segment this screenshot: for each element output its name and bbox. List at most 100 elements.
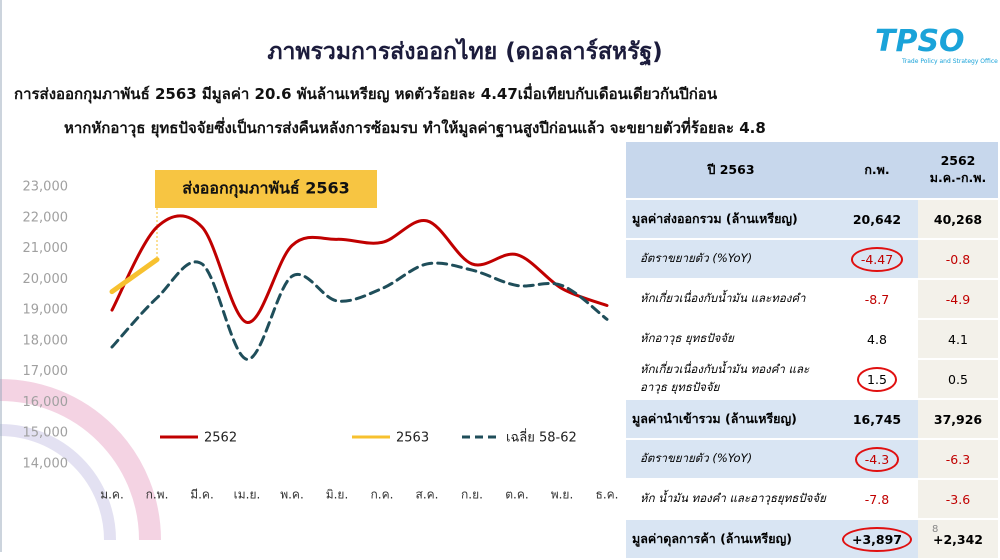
x-tick-label: ต.ค.: [505, 488, 528, 502]
chart: 14,000 15,000 16,000 17,000 18,000 19,000 20,0…: [0, 0, 619, 552]
x-tick-label: พ.ย.: [551, 488, 574, 502]
cell-text: 4.1: [948, 331, 968, 347]
x-tick-label: มิ.ย.: [326, 488, 349, 502]
cell-text: -4.47: [850, 246, 904, 272]
legend-label: 2562: [204, 431, 237, 446]
cell: -4.9: [918, 279, 998, 320]
cell-text: หักอาวุธ ยุทธปัจจัย: [640, 331, 734, 345]
cell: มูลค่านำเข้ารวม (ล้านเหรียญ): [626, 399, 836, 440]
table-row: หักเกี่ยวเนื่องกับน้ำมัน และทองคำ -8.7 -4.…: [626, 279, 998, 320]
table-row: มูลค่าส่งออกรวม (ล้านเหรียญ) 20,642 40,268: [626, 199, 998, 240]
cell: อัตราขยายตัว (%YoY): [626, 439, 836, 480]
cell: 1.5: [835, 359, 918, 400]
cell: +3,897: [835, 519, 918, 560]
annotation: ส่งออกกุมภาพันธ์ 2563: [182, 179, 350, 199]
cell-text: +3,897: [841, 526, 912, 552]
cell: ก.พ.: [835, 142, 918, 200]
x-tick-label: พ.ค.: [280, 488, 304, 502]
y-tick-label: 14,000: [23, 457, 69, 472]
table-row: อัตราขยายตัว (%YoY) -4.3 -6.3: [626, 439, 998, 480]
cell: 40,268: [918, 199, 998, 240]
legend-label: 2563: [396, 431, 429, 446]
cell-text: -8.7: [864, 291, 890, 307]
cell: 4.1: [918, 319, 998, 360]
decor-arc: [0, 379, 161, 541]
x-tick-label: ม.ค.: [100, 488, 124, 502]
cell: มูลค่าดุลการค้า (ล้านเหรียญ): [626, 519, 836, 560]
table-row: มูลค่านำเข้ารวม (ล้านเหรียญ) 16,745 37,926: [626, 399, 998, 440]
cell-text: มูลค่าส่งออกรวม (ล้านเหรียญ): [632, 211, 798, 226]
legend-label: เฉลี่ย 58-62: [506, 429, 577, 446]
cell: มูลค่าส่งออกรวม (ล้านเหรียญ): [626, 199, 836, 240]
cell-line: 2562: [940, 152, 976, 168]
summary-table: ปี 2563 ก.พ. 2562 ม.ค.-ก.พ. มูลค่าส่งออกร…: [626, 142, 998, 560]
cell-text: อัตราขยายตัว (%YoY): [640, 451, 753, 465]
y-tick-label: 18,000: [23, 333, 69, 348]
y-tick-label: 20,000: [23, 272, 69, 287]
cell: 20,642: [835, 199, 918, 240]
cell-text: 4.8: [867, 331, 887, 347]
cell-text: -4.9: [945, 291, 971, 307]
x-tick-label: เม.ย.: [234, 488, 261, 502]
y-tick-label: 19,000: [23, 303, 69, 318]
cell-text: อัตราขยายตัว (%YoY): [640, 251, 753, 265]
cell: 0.5: [918, 359, 998, 400]
x-tick-label: ก.ย.: [461, 488, 483, 502]
y-tick-label: 15,000: [23, 426, 69, 441]
cell-text: 16,745: [852, 411, 902, 427]
cell: -7.8: [835, 479, 918, 520]
table-header: ปี 2563 ก.พ. 2562 ม.ค.-ก.พ.: [626, 142, 998, 200]
x-tick-label: ส.ค.: [416, 488, 439, 502]
cell: -4.3: [835, 439, 918, 480]
cell: ปี 2563: [626, 142, 836, 200]
cell: -4.47: [835, 239, 918, 280]
series-line: [109, 257, 160, 295]
y-tick-label: 21,000: [23, 241, 69, 256]
cell-text: หัก น้ำมัน ทองคำ และอาวุธยุทธปัจจัย: [640, 491, 826, 505]
table-row: มูลค่าดุลการค้า (ล้านเหรียญ) +3,897 +2,342: [626, 519, 998, 560]
cell: -8.7: [835, 279, 918, 320]
y-tick-label: 23,000: [23, 180, 69, 195]
logo-caption: Trade Policy and Strategy Office: [902, 58, 998, 65]
cell-text: -7.8: [864, 491, 890, 507]
cell-text: มูลค่านำเข้ารวม (ล้านเหรียญ): [632, 411, 797, 426]
cell-text: 40,268: [933, 211, 983, 227]
table-row: อัตราขยายตัว (%YoY) -4.47 -0.8: [626, 239, 998, 280]
cell-line: ม.ค.-ก.พ.: [929, 169, 987, 185]
series-line: [110, 260, 609, 361]
x-tick-label: ธ.ค.: [596, 488, 619, 502]
cell: -3.6: [918, 479, 998, 520]
table-row: หักอาวุธ ยุทธปัจจัย 4.8 4.1: [626, 319, 998, 360]
cell-text: หักเกี่ยวเนื่องกับน้ำมัน และทองคำ: [640, 291, 806, 305]
cell-text: -0.8: [945, 251, 971, 267]
title: ภาพรวมการส่งออกไทย (ดอลลาร์สหรัฐ): [267, 39, 663, 65]
page-number: 8: [932, 524, 939, 535]
cell: หัก น้ำมัน ทองคำ และอาวุธยุทธปัจจัย: [626, 479, 836, 520]
logo: TPSO: [875, 24, 965, 59]
cell-text: 1.5: [857, 366, 897, 392]
y-tick-label: 16,000: [23, 395, 69, 410]
decor-arc: [0, 424, 116, 541]
y-tick-label: 22,000: [23, 210, 69, 225]
x-tick-label: มี.ค.: [190, 488, 214, 502]
cell-text: 20,642: [852, 211, 902, 227]
cell-text: -3.6: [945, 491, 971, 507]
cell-text: มูลค่าดุลการค้า (ล้านเหรียญ): [632, 531, 792, 546]
table-row: หักเกี่ยวเนื่องกับน้ำมัน ทองคำ และอาวุธ …: [626, 359, 998, 400]
subtitle: การส่งออกกุมภาพันธ์ 2563 มีมูลค่า 20.6 พ…: [14, 85, 718, 103]
y-tick-label: 17,000: [23, 364, 69, 379]
cell: +2,342: [918, 519, 998, 560]
subtitle: หากหักอาวุธ ยุทธปัจจัยซึ่งเป็นการส่งคืนห…: [64, 119, 766, 137]
cell-text: -4.3: [854, 446, 900, 472]
annotation-box: [155, 170, 377, 208]
cell-text: 0.5: [948, 371, 968, 387]
cell: 37,926: [918, 399, 998, 440]
table-row: หัก น้ำมัน ทองคำ และอาวุธยุทธปัจจัย -7.8 -…: [626, 479, 998, 520]
series-line: [110, 214, 609, 324]
cell: หักเกี่ยวเนื่องกับน้ำมัน ทองคำ และอาวุธ …: [626, 359, 836, 400]
x-tick-label: ก.พ.: [146, 488, 169, 502]
cell: 4.8: [835, 319, 918, 360]
cell: -0.8: [918, 239, 998, 280]
x-tick-label: ก.ค.: [371, 488, 394, 502]
